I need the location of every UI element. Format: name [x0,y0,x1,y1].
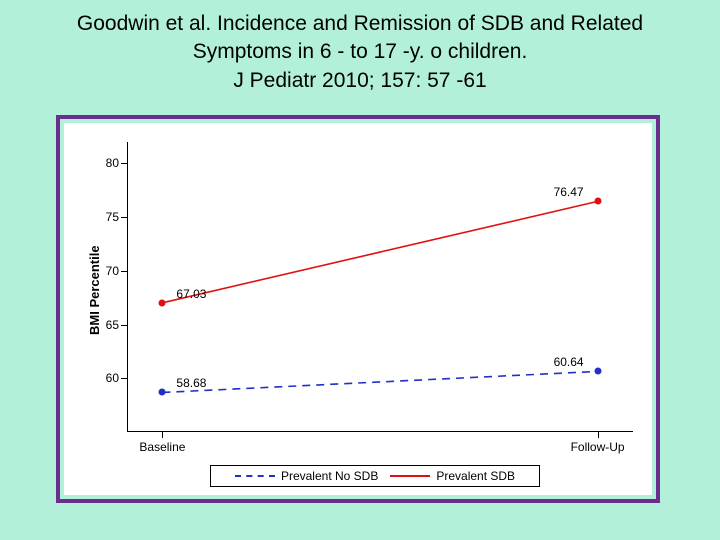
y-tick [121,271,127,272]
legend-item: Prevalent No SDB [235,469,378,483]
y-axis-line [127,142,128,432]
data-point-label: 58.68 [176,376,206,390]
y-tick [121,163,127,164]
data-marker [594,198,601,205]
x-axis-line [127,431,633,432]
y-tick-label: 75 [99,210,119,224]
x-tick-label: Baseline [139,440,185,454]
y-tick-label: 80 [99,156,119,170]
y-tick-label: 70 [99,264,119,278]
series-line [162,201,597,302]
slide-title: Goodwin et al. Incidence and Remission o… [12,10,708,95]
x-tick-label: Follow-Up [571,440,625,454]
data-point-label: 76.47 [554,185,584,199]
x-tick [162,432,163,438]
title-line-3: J Pediatr 2010; 157: 57 -61 [12,67,708,95]
legend-swatch [235,475,275,477]
data-marker [594,368,601,375]
data-marker [159,389,166,396]
legend-label: Prevalent No SDB [281,469,378,483]
data-point-label: 60.64 [554,355,584,369]
legend-swatch [390,475,430,477]
data-marker [159,299,166,306]
y-tick-label: 65 [99,318,119,332]
y-tick-label: 60 [99,371,119,385]
plot-area: 58.68 60.64 67.03 76.47 [127,142,633,432]
x-tick [598,432,599,438]
y-tick [121,217,127,218]
y-tick [121,325,127,326]
title-line-2: Symptoms in 6 - to 17 -y. o children. [12,38,708,66]
series-line [162,371,597,392]
legend-item: Prevalent SDB [390,469,515,483]
legend: Prevalent No SDB Prevalent SDB [210,465,540,487]
title-line-1: Goodwin et al. Incidence and Remission o… [12,10,708,38]
y-tick [121,378,127,379]
data-point-label: 67.03 [176,287,206,301]
slide: Goodwin et al. Incidence and Remission o… [0,0,720,540]
legend-label: Prevalent SDB [436,469,515,483]
